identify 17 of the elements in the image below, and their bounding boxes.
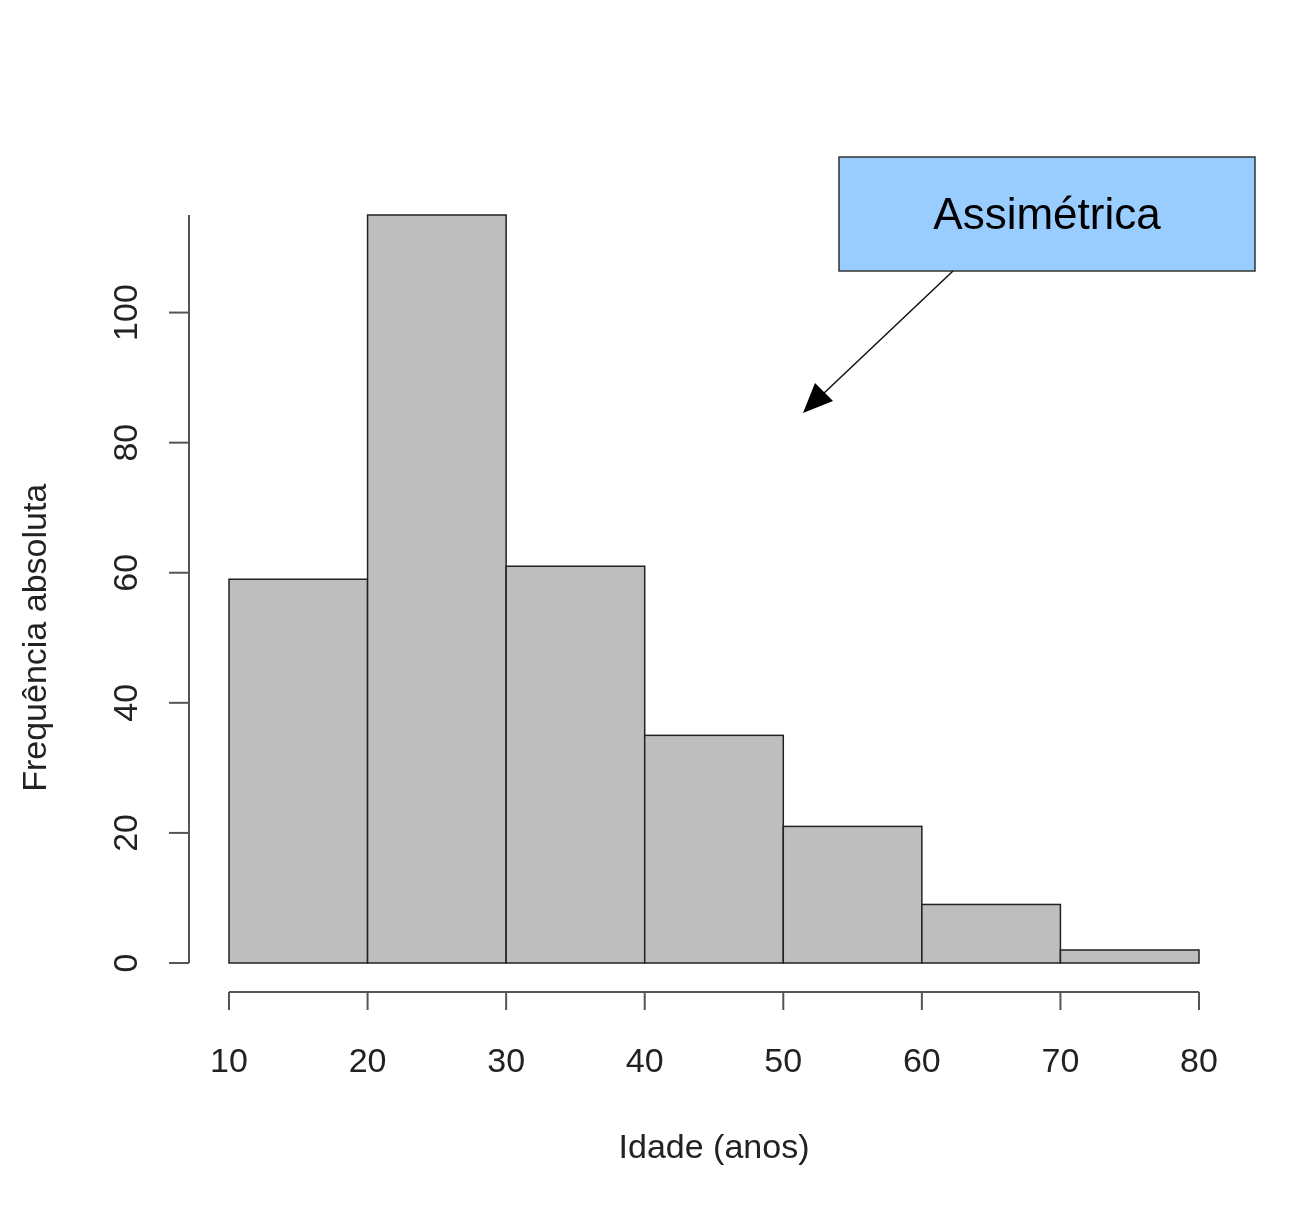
y-tick-label: 60 (106, 553, 144, 592)
y-tick-label: 40 (106, 683, 144, 722)
annotation: Assimétrica (933, 189, 1162, 238)
x-tick-label: 20 (348, 1041, 387, 1079)
x-tick-label: 60 (902, 1041, 941, 1079)
x-tick-label: 10 (210, 1041, 248, 1079)
y-tick-label: 80 (106, 423, 144, 462)
x-tick-label: 40 (625, 1041, 664, 1079)
y-tick-label: 0 (106, 953, 144, 973)
x-tick-label: 80 (1180, 1041, 1218, 1079)
x-tick-label: 30 (487, 1041, 526, 1079)
x-axis-title: Idade (anos) (618, 1127, 810, 1165)
x-tick-label: 70 (1041, 1041, 1080, 1079)
y-tick-label: 100 (106, 284, 144, 341)
x-tick-label: 50 (764, 1041, 803, 1079)
y-tick-label: 20 (106, 814, 144, 852)
y-axis-title: Frequência absoluta (15, 483, 53, 792)
